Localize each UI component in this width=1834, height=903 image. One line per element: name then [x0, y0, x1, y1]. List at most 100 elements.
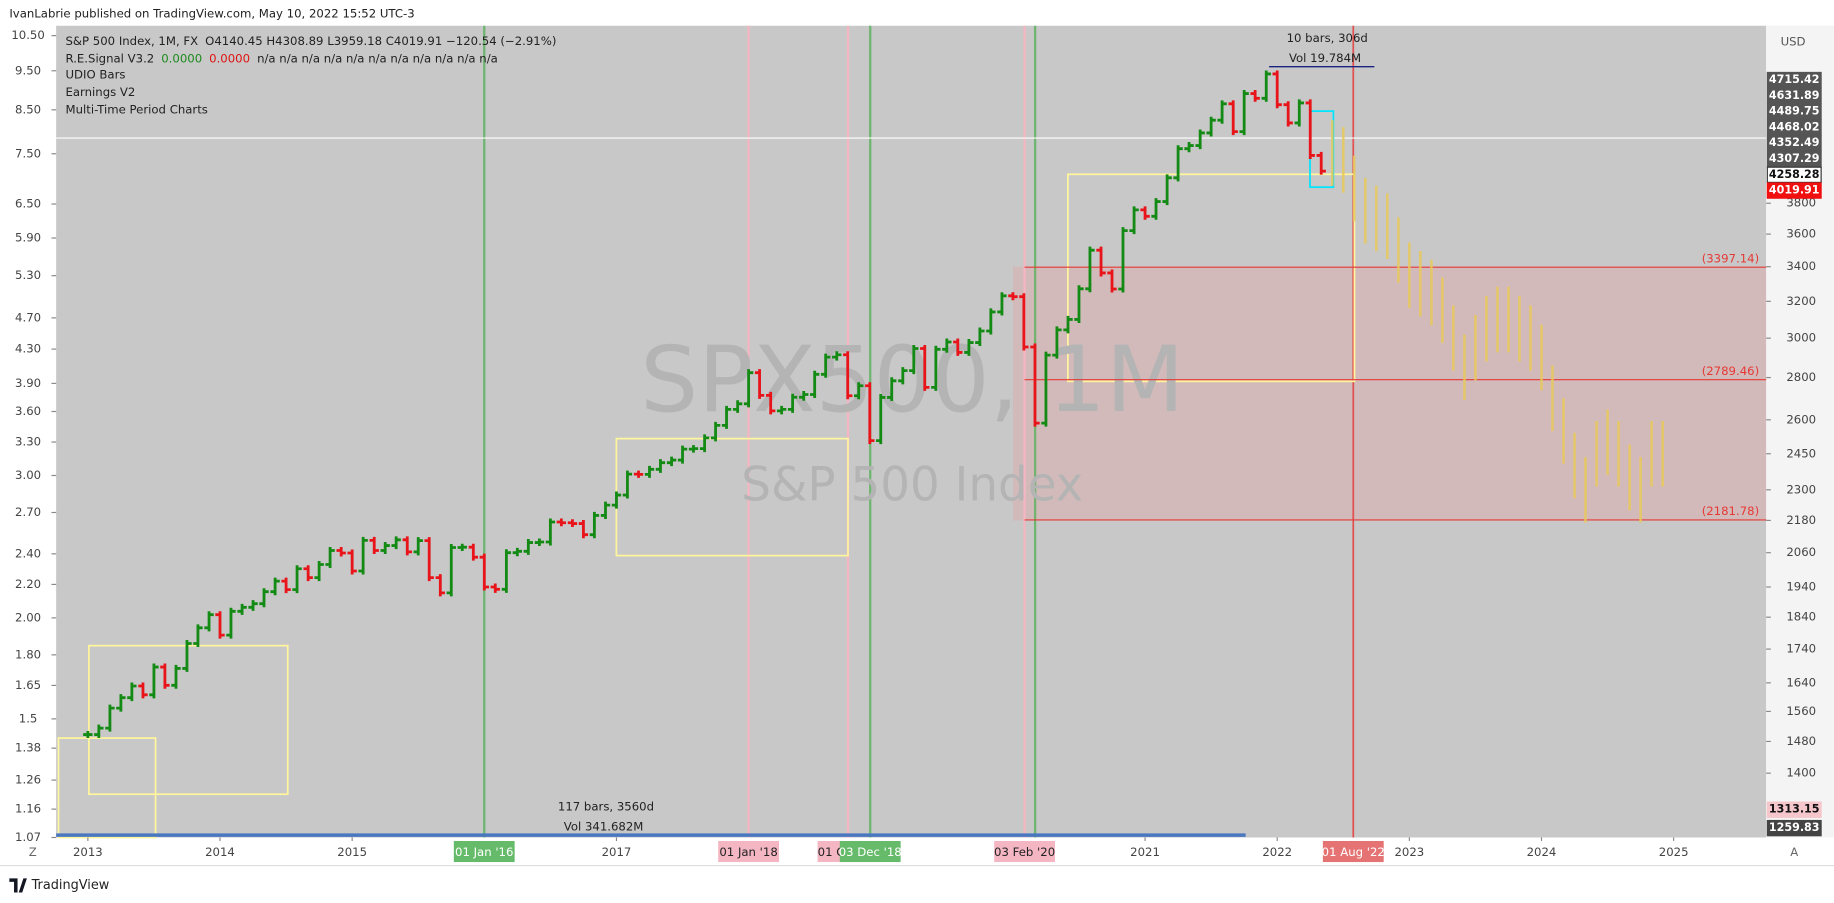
price-bar — [710, 421, 721, 442]
y-tick-label: 1740 — [1786, 642, 1816, 656]
price-bar — [127, 682, 137, 702]
price-bar — [292, 565, 302, 594]
level-label: (3397.14) — [1702, 252, 1759, 266]
annotation: 117 bars, 3560d — [558, 800, 654, 814]
price-bar — [611, 491, 622, 509]
price-bar — [83, 731, 93, 739]
price-bar — [545, 518, 556, 546]
axis-button[interactable]: Z — [29, 845, 37, 859]
y2-tick-label: 5.30 — [15, 268, 41, 282]
price-bar — [655, 459, 666, 473]
price-label-bg — [1766, 182, 1822, 199]
price-bar — [325, 546, 335, 568]
price-bar — [138, 682, 148, 699]
price-bar — [1250, 90, 1260, 102]
axis-button[interactable]: A — [1790, 845, 1798, 859]
price-bar — [1052, 326, 1062, 359]
price-bar — [1217, 100, 1227, 124]
ohlc: O4140.45 H4308.89 L3959.18 C4019.91 −120… — [205, 33, 556, 47]
x-tick-label: 2017 — [602, 845, 632, 859]
price-bar — [534, 538, 545, 547]
price-bar — [413, 537, 423, 556]
x-tick-label: 2025 — [1659, 845, 1689, 859]
time-marker: 01 Aug '22 — [1322, 845, 1385, 859]
y-tick-label: 1560 — [1786, 704, 1816, 718]
price-bar — [1118, 227, 1128, 293]
marker-bg — [718, 840, 779, 863]
price-bar — [281, 577, 291, 594]
symbol: S&P 500 Index, 1M, FX — [66, 33, 199, 47]
price-label: 4019.91 — [1769, 184, 1820, 197]
indicator: Earnings V2 — [66, 85, 136, 99]
price-bar — [1162, 174, 1172, 206]
currency: USD — [1781, 35, 1806, 49]
price-bar — [666, 456, 677, 467]
price-bar — [699, 434, 710, 453]
price-bar — [523, 539, 533, 555]
price-bar — [810, 370, 820, 399]
price-bar — [380, 542, 390, 555]
y-tick-label: 3000 — [1786, 331, 1816, 345]
signal-rest: n/a n/a n/a n/a n/a n/a n/a n/a n/a n/a … — [257, 51, 498, 65]
price-bar — [787, 393, 798, 413]
price-bar — [754, 369, 765, 399]
price-bar — [1261, 70, 1271, 102]
y2-tick-label: 3.30 — [15, 435, 41, 449]
price-bar — [1151, 198, 1161, 220]
price-bar — [776, 405, 787, 415]
y2-tick-label: 1.07 — [15, 830, 41, 844]
price-bar — [1294, 99, 1304, 127]
y2-tick-label: 6.50 — [15, 197, 41, 211]
price-bar — [1140, 206, 1150, 220]
price-bar — [1129, 206, 1139, 235]
price-bar — [600, 501, 611, 519]
time-marker: 03 Dec '18 — [839, 845, 902, 859]
price-bar — [986, 308, 996, 335]
publisher: IvanLabrie published on TradingView.com,… — [9, 7, 414, 21]
y-tick-label: 2600 — [1786, 412, 1816, 426]
price-bar — [942, 338, 952, 353]
price-bar — [336, 546, 346, 557]
level-label: (2789.46) — [1702, 364, 1759, 378]
price-label: 4258.28 — [1769, 168, 1820, 181]
annotation: 10 bars, 306d — [1287, 31, 1368, 45]
y2-tick-label: 4.70 — [15, 310, 41, 324]
signal-b: 0.0000 — [209, 51, 250, 65]
y2-tick-label: 2.20 — [15, 577, 41, 591]
price-bar — [1019, 293, 1029, 351]
price-bar — [843, 351, 853, 400]
marker-bg — [1322, 840, 1384, 863]
price-bar — [314, 560, 324, 582]
price-bar — [732, 400, 743, 413]
price-bar — [116, 694, 126, 712]
price-bar — [1041, 351, 1051, 427]
annotation: Vol 19.784M — [1289, 51, 1361, 65]
price-bar — [997, 292, 1007, 316]
x-tick-label: 2014 — [205, 845, 235, 859]
indicator: Multi-Time Period Charts — [66, 102, 208, 116]
price-label: 4307.29 — [1769, 152, 1820, 165]
price-bar — [931, 345, 941, 391]
x-tick-label: 2015 — [337, 845, 367, 859]
price-bar — [975, 327, 985, 347]
price-bar — [237, 603, 247, 615]
y2-tick-label: 5.90 — [15, 231, 41, 245]
y2-tick-label: 2.40 — [15, 546, 41, 560]
price-bar — [226, 607, 236, 639]
y2-tick-label: 3.90 — [15, 376, 41, 390]
price-bar — [1272, 70, 1282, 109]
legend-signal: R.E.Signal V3.2 0.0000 0.0000 n/a n/a n/a n… — [66, 51, 498, 65]
price-bar — [765, 391, 776, 415]
price-label: 1313.15 — [1769, 803, 1820, 816]
marker-bg — [839, 840, 901, 863]
price-bar — [105, 704, 115, 732]
x-tick-label: 2021 — [1130, 845, 1160, 859]
price-bar — [578, 520, 589, 539]
price-bar — [1008, 292, 1018, 301]
y2-tick-label: 4.30 — [15, 342, 41, 356]
price-bar — [688, 445, 699, 453]
x-tick-label: 2024 — [1527, 845, 1557, 859]
y-tick-label: 3200 — [1786, 294, 1816, 308]
y2-tick-label: 1.38 — [15, 741, 41, 755]
price-bar — [820, 353, 831, 378]
